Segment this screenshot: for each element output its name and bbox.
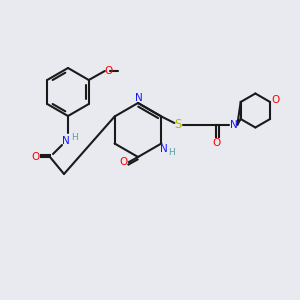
Text: H: H xyxy=(168,148,175,157)
Text: O: O xyxy=(105,66,113,76)
Text: S: S xyxy=(175,118,182,131)
Text: N: N xyxy=(230,119,237,130)
Text: N: N xyxy=(160,143,167,154)
Text: O: O xyxy=(32,152,40,162)
Text: N: N xyxy=(135,93,143,103)
Text: N: N xyxy=(62,136,70,146)
Text: O: O xyxy=(212,137,220,148)
Text: H: H xyxy=(70,134,77,142)
Text: O: O xyxy=(271,95,279,105)
Text: O: O xyxy=(120,157,128,167)
